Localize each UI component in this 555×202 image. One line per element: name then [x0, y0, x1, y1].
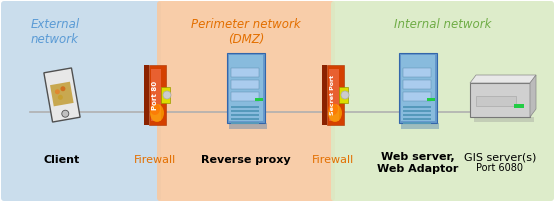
Bar: [427, 98, 435, 101]
Text: Port 6080: Port 6080: [477, 163, 523, 173]
Text: Secret Port: Secret Port: [330, 75, 336, 115]
Bar: [339, 87, 348, 103]
Bar: [231, 118, 259, 120]
Bar: [161, 87, 170, 103]
Bar: [403, 80, 431, 89]
Text: Client: Client: [44, 155, 80, 165]
Bar: [401, 123, 439, 129]
Bar: [149, 65, 166, 125]
Bar: [403, 122, 431, 123]
Text: Port 80: Port 80: [152, 80, 158, 109]
Bar: [231, 68, 259, 77]
Circle shape: [55, 89, 60, 94]
Ellipse shape: [150, 103, 160, 115]
Bar: [399, 53, 437, 123]
Text: Web server,
Web Adaptor: Web server, Web Adaptor: [377, 152, 458, 174]
Bar: [229, 123, 267, 129]
Polygon shape: [530, 75, 536, 117]
Bar: [470, 83, 530, 117]
Bar: [403, 114, 431, 116]
Bar: [403, 92, 431, 101]
Polygon shape: [50, 82, 74, 106]
Bar: [231, 110, 259, 112]
Text: Internal network: Internal network: [394, 18, 492, 31]
Polygon shape: [470, 75, 536, 83]
Bar: [322, 65, 327, 125]
Bar: [401, 55, 435, 121]
Bar: [403, 118, 431, 120]
FancyBboxPatch shape: [331, 1, 554, 201]
Ellipse shape: [328, 104, 342, 122]
FancyBboxPatch shape: [1, 1, 161, 201]
Bar: [476, 96, 516, 106]
Circle shape: [62, 110, 69, 117]
Ellipse shape: [150, 104, 164, 122]
Bar: [231, 106, 259, 107]
Text: Firewall: Firewall: [134, 155, 176, 165]
FancyBboxPatch shape: [157, 1, 335, 201]
Bar: [403, 106, 431, 107]
Bar: [403, 110, 431, 112]
Bar: [514, 104, 524, 108]
Bar: [227, 53, 265, 123]
Text: Reverse proxy: Reverse proxy: [201, 155, 291, 165]
Bar: [329, 69, 339, 121]
Bar: [327, 65, 344, 125]
Bar: [231, 114, 259, 116]
Circle shape: [60, 86, 65, 91]
Circle shape: [163, 91, 171, 99]
Circle shape: [58, 95, 63, 100]
Bar: [231, 80, 259, 89]
Polygon shape: [44, 68, 80, 122]
Bar: [144, 65, 149, 125]
Bar: [229, 55, 263, 121]
Bar: [231, 92, 259, 101]
Bar: [231, 122, 259, 123]
Bar: [255, 98, 263, 101]
Bar: [151, 69, 161, 121]
Text: Perimeter network
(DMZ): Perimeter network (DMZ): [191, 18, 301, 46]
Text: Firewall: Firewall: [312, 155, 354, 165]
Bar: [403, 68, 431, 77]
Bar: [474, 117, 534, 122]
Circle shape: [341, 91, 349, 99]
Ellipse shape: [328, 103, 338, 115]
Text: External
network: External network: [31, 18, 79, 46]
Text: GIS server(s): GIS server(s): [464, 152, 536, 162]
